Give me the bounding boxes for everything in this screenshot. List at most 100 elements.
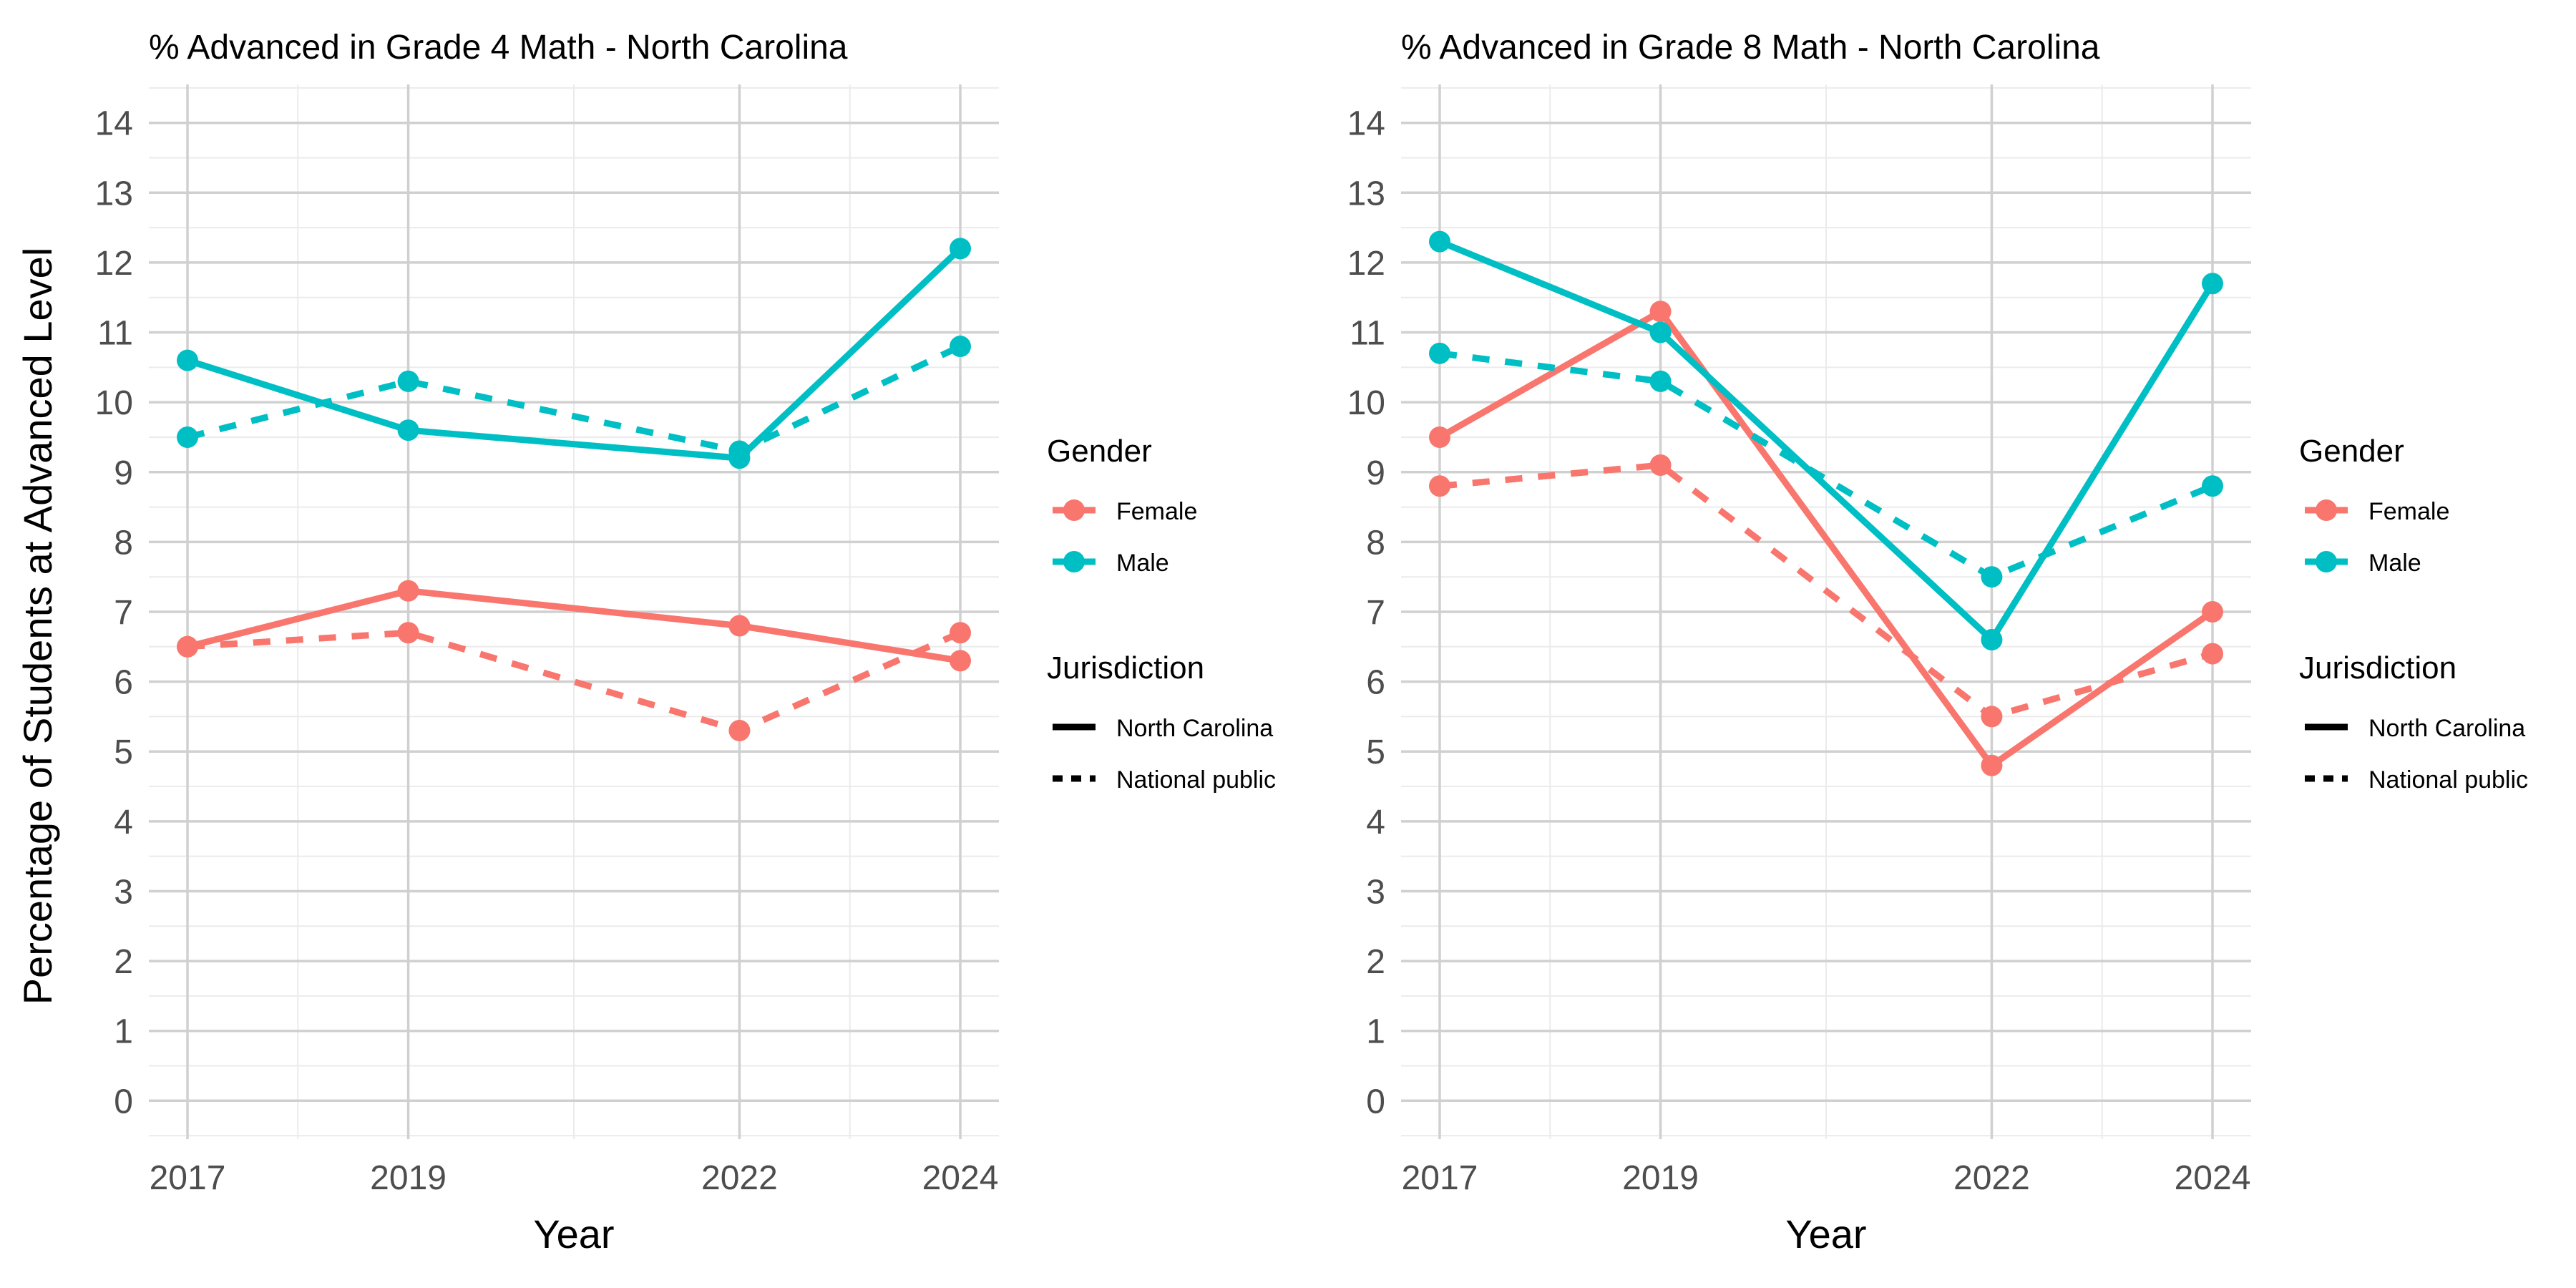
y-tick-label: 5 [114,733,133,771]
x-tick-label: 2019 [1622,1159,1699,1197]
data-point-male-national-public [397,370,419,392]
y-tick-label: 8 [1366,524,1385,562]
legend-label: North Carolina [2368,715,2525,742]
legend-label: Male [2368,550,2421,577]
legend-key-point [1063,499,1085,521]
y-tick-label: 1 [1366,1013,1385,1051]
y-tick-label: 0 [114,1083,133,1121]
data-point-female-north-carolina [1649,301,1672,323]
y-tick-label: 10 [1347,384,1385,422]
legend-label: National public [2368,766,2528,794]
y-tick-label: 12 [1347,245,1385,283]
data-point-male-north-carolina [1649,321,1672,343]
x-tick-label: 2017 [150,1159,226,1197]
data-point-male-north-carolina [1429,230,1450,253]
y-tick-label: 9 [1366,454,1385,492]
data-point-female-north-carolina [1981,754,2003,776]
series-group [177,238,971,741]
data-point-male-north-carolina [177,349,198,371]
legend-key-point [2316,551,2337,572]
x-tick-label: 2022 [701,1159,778,1197]
data-point-male-national-public [728,440,751,462]
data-point-male-national-public [1981,566,2003,588]
series-line-female-national-public [1439,462,2214,720]
series-line-female-north-carolina [1438,308,2215,769]
legend-label: Female [1116,498,1197,525]
data-point-male-national-public [1649,370,1672,392]
x-tick-label: 2022 [1953,1159,2030,1197]
chart-title: % Advanced in Grade 4 Math - North Carol… [149,29,848,67]
data-point-female-national-public [397,622,419,644]
legend: Gender Female Male Jurisdiction North Caroli… [1047,434,1276,794]
y-tick-label: 13 [1347,175,1385,213]
grid [1401,84,2251,1139]
legend-label: Male [1116,550,1169,577]
legend-key-point [1063,551,1085,572]
data-point-male-north-carolina [1981,629,2003,651]
data-point-male-north-carolina [950,238,971,260]
series-line-male-national-public [186,343,962,454]
data-point-female-north-carolina [397,580,419,602]
legend-title-gender: Gender [2299,434,2404,469]
y-tick-label: 12 [95,245,133,283]
series-line-female-national-public [187,629,962,734]
series-line-male-north-carolina [1438,238,2215,643]
data-point-female-national-public [950,622,971,644]
legend: Gender Female Male Jurisdiction North Caroli… [2299,434,2528,794]
legend-key-point [2316,499,2337,521]
y-tick-label: 7 [114,594,133,632]
series-line-male-national-public [1439,350,2214,580]
y-tick-label: 7 [1366,594,1385,632]
legend-label: Female [2368,498,2449,525]
y-tick-label: 11 [1350,315,1385,353]
y-tick-label: 13 [95,175,133,213]
data-point-male-national-public [2202,475,2223,497]
legend-title-jurisdiction: Jurisdiction [1047,650,1204,686]
y-tick-label: 11 [97,315,133,353]
y-tick-label: 10 [95,384,133,422]
data-point-male-national-public [1429,342,1450,364]
y-tick-label: 8 [114,524,133,562]
data-point-female-north-carolina [2202,601,2223,623]
data-point-male-national-public [950,336,971,358]
y-tick-label: 14 [1347,105,1385,143]
data-point-male-north-carolina [2202,273,2223,295]
data-point-female-national-public [2202,643,2223,665]
x-axis-label: Year [1785,1211,1866,1257]
legend-label: National public [1116,766,1276,794]
y-tick-label: 9 [114,454,133,492]
y-axis-label: Percentage of Students at Advanced Level [15,248,60,1005]
data-point-female-national-public [1649,454,1672,477]
y-tick-label: 2 [114,943,133,981]
series-line-male-north-carolina [186,246,963,462]
grid [149,84,999,1139]
y-tick-label: 4 [114,804,133,841]
y-tick-label: 5 [1366,733,1385,771]
x-tick-label: 2024 [922,1159,999,1197]
y-tick-label: 0 [1366,1083,1385,1121]
x-axis-label: Year [533,1211,614,1257]
data-point-female-north-carolina [728,615,751,637]
y-tick-label: 4 [1366,804,1385,841]
y-tick-label: 3 [114,873,133,911]
data-point-female-national-public [177,635,198,658]
legend-label: North Carolina [1116,715,1273,742]
data-point-female-national-public [1429,475,1450,497]
data-point-male-north-carolina [397,419,419,441]
x-tick-label: 2019 [370,1159,447,1197]
data-point-female-north-carolina [950,650,971,672]
series-line-female-north-carolina [186,587,961,664]
y-tick-label: 3 [1366,873,1385,911]
y-tick-label: 2 [1366,943,1385,981]
y-tick-label: 6 [1366,664,1385,702]
data-point-male-national-public [177,426,198,448]
y-tick-label: 1 [114,1013,133,1051]
chart-title: % Advanced in Grade 8 Math - North Carol… [1401,29,2100,67]
legend-title-gender: Gender [1047,434,1152,469]
data-point-female-north-carolina [1429,426,1450,448]
data-point-female-national-public [1981,706,2003,728]
